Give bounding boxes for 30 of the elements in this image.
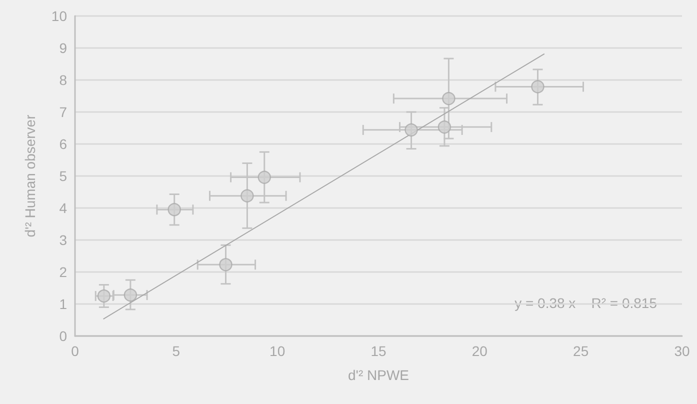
y-tick-label: 6 — [59, 136, 68, 152]
point — [404, 123, 418, 137]
x-axis-title: d'² NPWE — [348, 367, 410, 383]
y-tick-label: 2 — [59, 264, 68, 280]
y-tick-label: 3 — [59, 232, 68, 248]
point — [168, 203, 181, 216]
point — [531, 80, 544, 94]
point — [442, 92, 456, 106]
x-tick-label: 25 — [573, 343, 589, 359]
point — [97, 289, 111, 303]
y-tick-label: 4 — [59, 200, 68, 216]
x-tick-label: 20 — [472, 343, 488, 359]
y-axis-title: d'² Human observer — [22, 114, 38, 238]
y-tick-label: 0 — [59, 328, 68, 344]
x-tick-label: 30 — [674, 343, 690, 359]
y-tick-label: 7 — [59, 104, 68, 120]
point — [438, 120, 452, 134]
y-tick-label: 1 — [59, 296, 68, 312]
y-tick-label: 10 — [51, 8, 68, 24]
point — [258, 170, 271, 184]
y-tick-label: 8 — [59, 72, 68, 88]
y-tick-label: 5 — [59, 168, 68, 184]
x-tick-label: 10 — [270, 343, 286, 359]
x-tick-label: 5 — [172, 343, 180, 359]
x-tick-label: 0 — [71, 343, 80, 359]
y-tick-label: 9 — [59, 40, 68, 56]
point — [240, 189, 254, 202]
x-tick-label: 15 — [370, 343, 386, 359]
point — [124, 288, 138, 302]
point — [219, 258, 232, 272]
